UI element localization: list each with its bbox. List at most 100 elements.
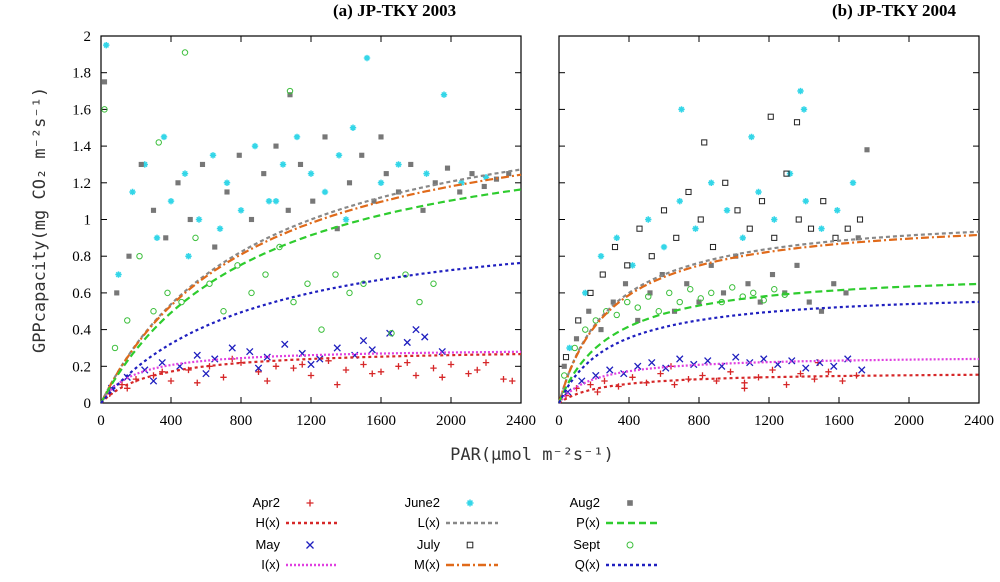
point-june2	[660, 243, 668, 251]
x-tick-label: 1200	[754, 413, 784, 429]
point-aug2	[346, 180, 353, 186]
point-july	[795, 216, 802, 223]
point-sept	[192, 234, 199, 242]
point-apr2	[797, 370, 804, 377]
point-apr2	[594, 388, 601, 396]
point-aug2	[322, 134, 328, 140]
point-june2	[723, 207, 731, 214]
point-aug2	[457, 189, 463, 195]
point-june2	[293, 133, 301, 141]
panel-a-marks	[100, 41, 522, 404]
point-july	[648, 253, 655, 260]
point-may	[412, 325, 420, 334]
point-july	[734, 207, 741, 214]
point-apr2	[500, 375, 507, 383]
point-aug2	[855, 235, 861, 241]
point-may	[421, 333, 429, 341]
point-may	[858, 366, 866, 374]
point-june2	[272, 197, 280, 205]
legend-marker-july	[466, 541, 474, 549]
point-june2	[349, 124, 357, 131]
point-aug2	[708, 262, 714, 268]
series-apr2	[106, 355, 516, 398]
point-july	[562, 354, 570, 361]
legend-marker-june2	[466, 499, 474, 507]
point-june2	[342, 216, 350, 223]
point-june2	[597, 253, 605, 260]
point-aug2	[782, 290, 788, 296]
point-sept	[760, 297, 767, 304]
point-sept	[346, 289, 353, 297]
point-july	[771, 234, 778, 241]
legend-label: Aug2	[570, 495, 600, 510]
point-apr2	[404, 359, 411, 366]
series-june2	[103, 41, 490, 278]
y-tick-label: 0.6	[72, 286, 91, 302]
point-may	[830, 362, 838, 370]
point-aug2	[622, 281, 629, 287]
legend-marker-sept	[626, 541, 634, 549]
curve-px	[100, 188, 522, 404]
panel-b-marks	[557, 87, 980, 404]
point-sept	[687, 286, 694, 293]
point-sept	[771, 286, 778, 293]
legend-label: M(x)	[414, 557, 440, 572]
point-sept	[750, 289, 757, 297]
point-aug2	[199, 161, 206, 168]
point-june2	[307, 170, 315, 177]
series-may	[107, 325, 446, 392]
point-sept	[729, 284, 736, 291]
point-june2	[676, 197, 683, 205]
point-may	[676, 355, 684, 363]
point-sept	[164, 289, 171, 297]
x-tick-label: 2000	[894, 413, 924, 429]
series-sept	[101, 49, 437, 352]
point-july	[767, 113, 774, 120]
point-july	[820, 198, 827, 205]
point-apr2	[167, 377, 175, 385]
point-sept	[374, 252, 381, 260]
point-aug2	[371, 198, 377, 204]
x-tick-label: 0	[555, 413, 563, 429]
point-june2	[566, 344, 573, 352]
point-may	[307, 360, 315, 369]
x-tick-label: 2400	[506, 413, 536, 429]
point-june2	[771, 216, 778, 223]
x-tick-label: 1200	[296, 413, 326, 429]
point-sept	[290, 298, 297, 306]
point-aug2	[598, 327, 604, 333]
point-july	[722, 179, 729, 186]
series-july	[562, 113, 864, 361]
point-july	[832, 234, 839, 241]
point-june2	[153, 234, 161, 242]
curve-qx	[558, 300, 980, 404]
point-apr2	[307, 372, 315, 379]
point-sept	[332, 271, 339, 278]
point-june2	[363, 54, 371, 62]
y-tick-label: 0	[84, 396, 92, 412]
point-june2	[141, 161, 148, 168]
point-apr2	[395, 363, 402, 370]
point-june2	[185, 253, 192, 260]
y-tick-label: 0.4	[72, 323, 91, 339]
point-may	[316, 355, 324, 363]
point-sept	[402, 271, 409, 278]
point-sept	[676, 298, 683, 306]
point-june2	[800, 106, 808, 113]
legend-label: May	[255, 537, 280, 552]
point-june2	[613, 234, 620, 242]
point-sept	[666, 289, 673, 297]
point-aug2	[287, 92, 293, 98]
point-june2	[216, 225, 224, 232]
point-sept	[304, 280, 311, 287]
point-apr2	[377, 368, 385, 376]
point-july	[624, 262, 631, 269]
point-sept	[416, 298, 423, 306]
point-july	[758, 198, 766, 205]
point-aug2	[647, 290, 653, 296]
point-aug2	[684, 281, 690, 287]
point-sept	[571, 344, 578, 352]
point-aug2	[114, 290, 120, 296]
point-may	[193, 351, 201, 359]
point-june2	[748, 133, 755, 141]
